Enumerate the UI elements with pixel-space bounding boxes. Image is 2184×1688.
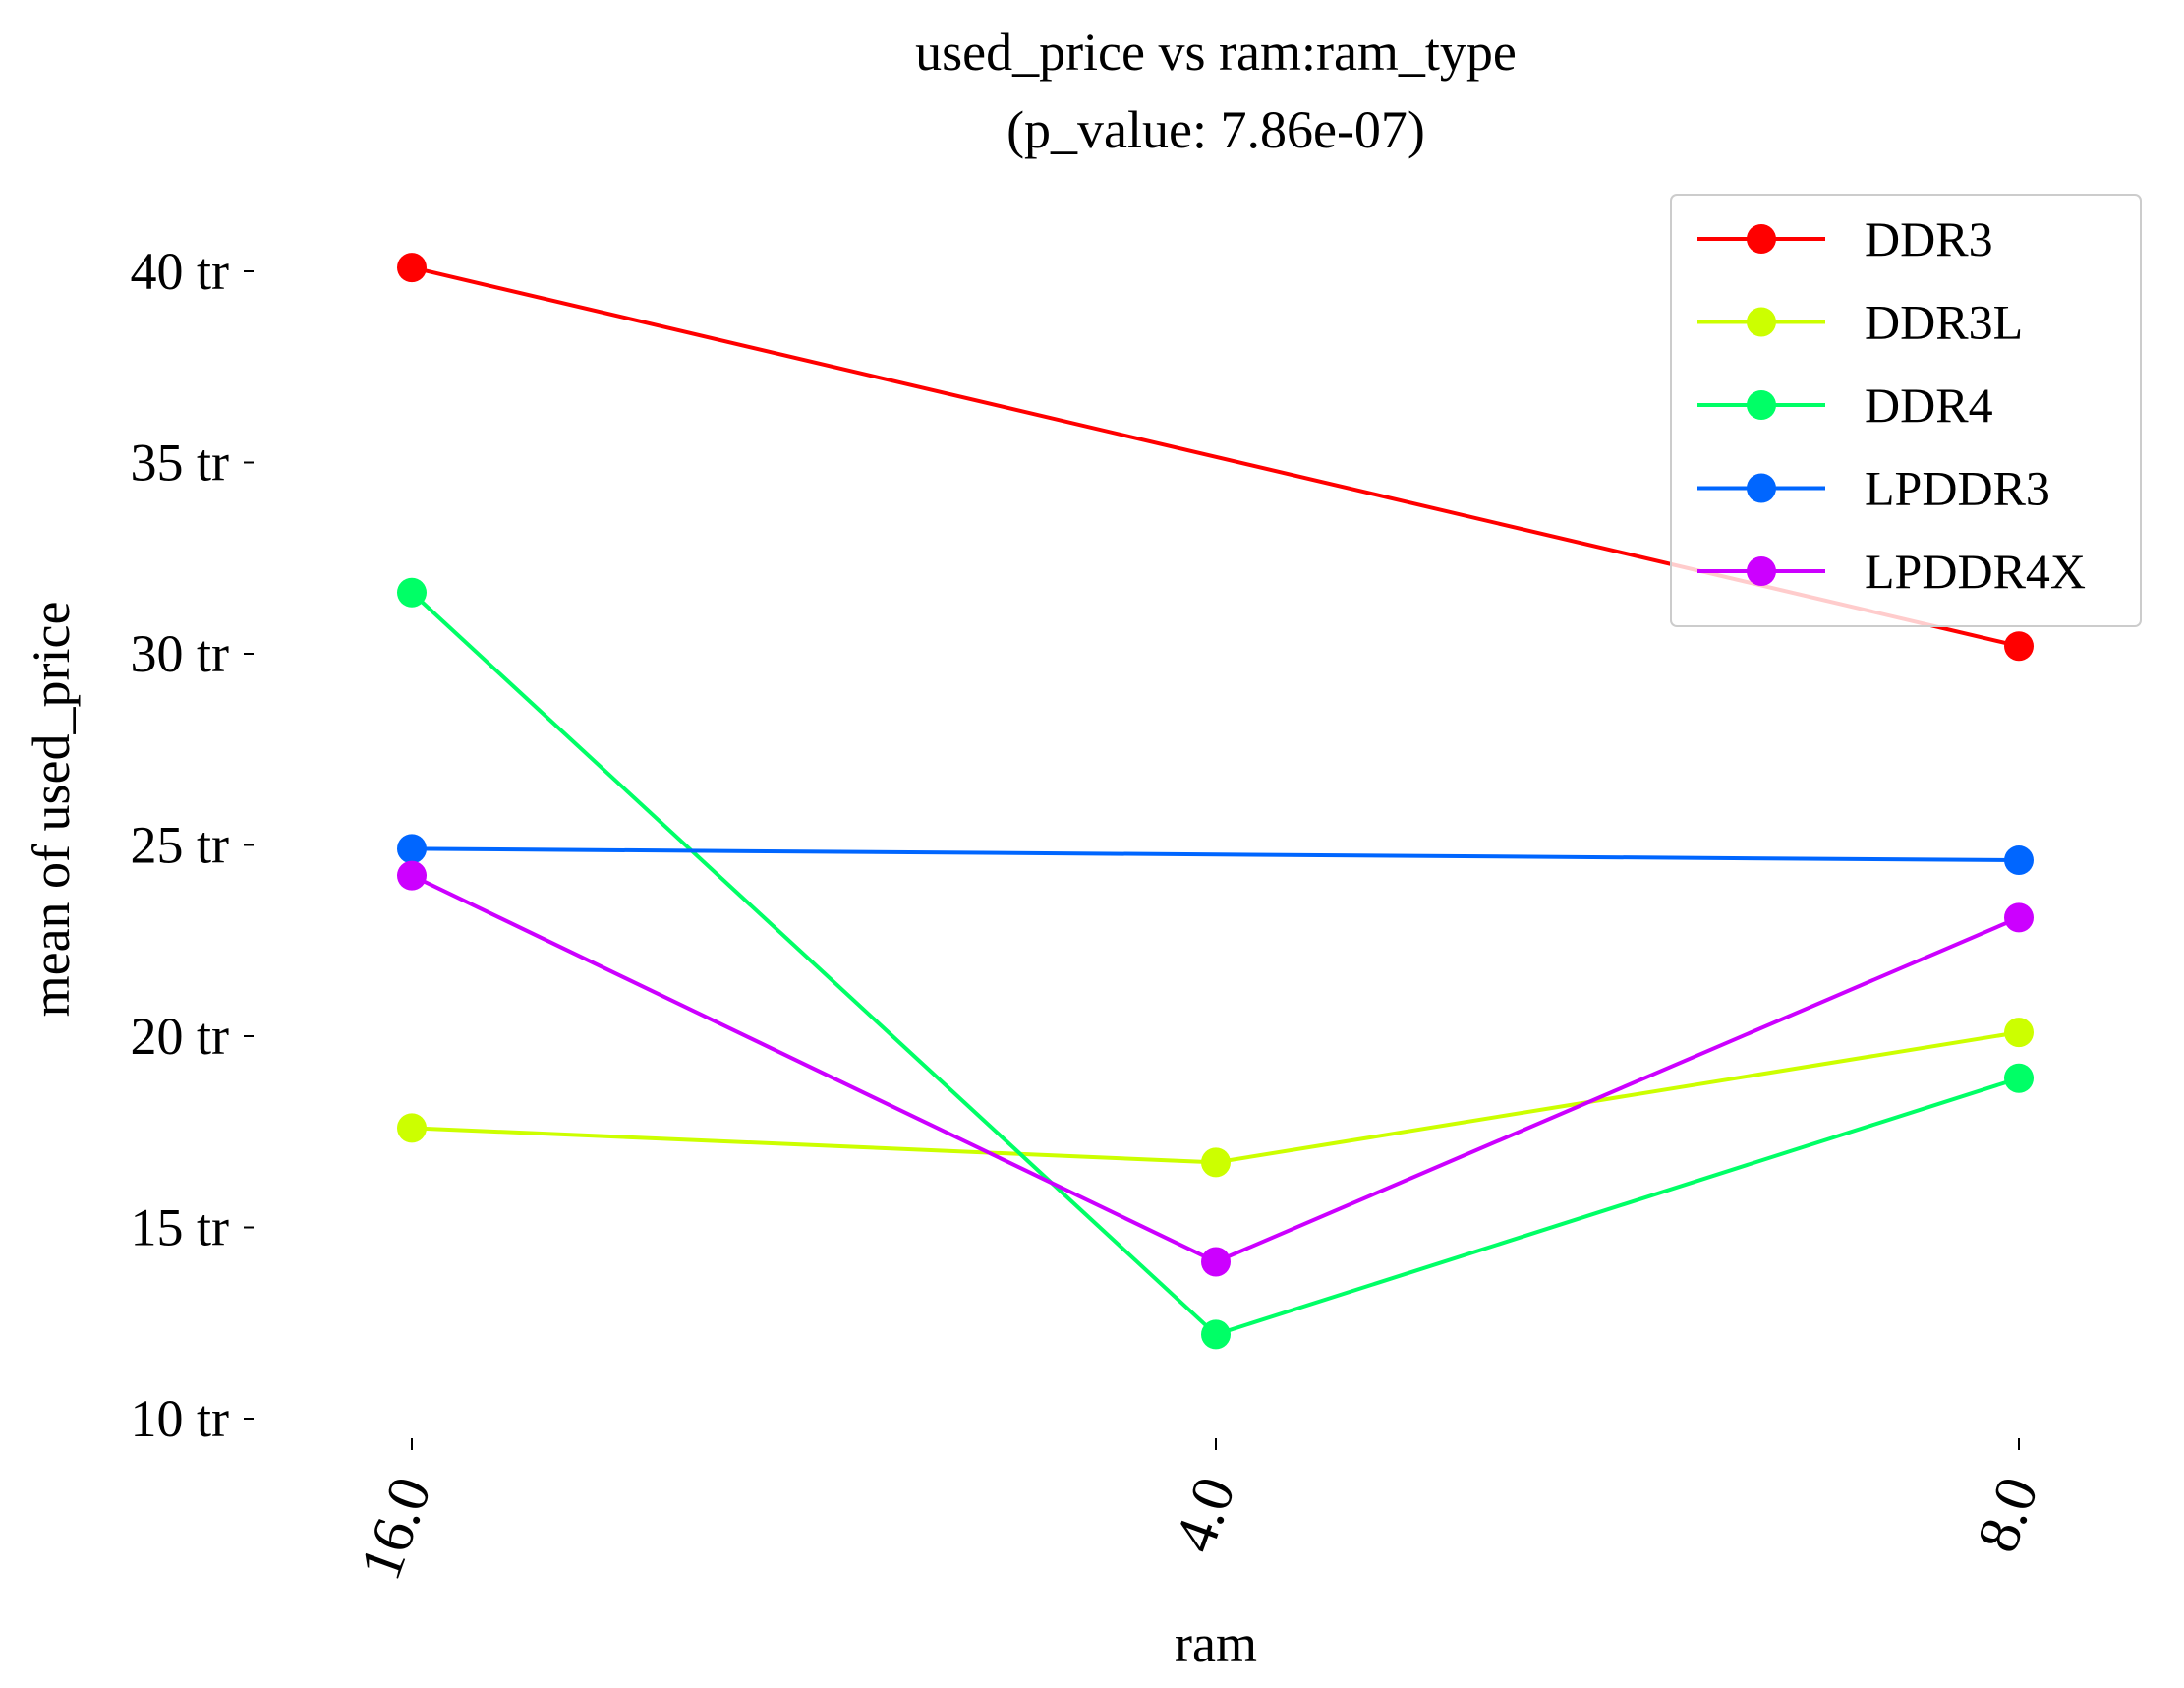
series-line	[411, 873, 2020, 1264]
data-point	[397, 253, 427, 283]
data-point	[2004, 845, 2034, 876]
y-tick-label: 30 tr	[131, 624, 230, 683]
y-tick-label: 20 tr	[131, 1007, 230, 1066]
chart-subtitle: (p_value: 7.86e-07)	[1006, 100, 1425, 159]
plot-area	[397, 253, 2034, 1350]
legend: DDR3 DDR3L DDR4 LPDDR3 LPDDR4X	[1670, 194, 2142, 627]
legend-item: DDR3	[1697, 211, 1993, 266]
series-ddr4	[397, 577, 2034, 1350]
legend-items: DDR3 DDR3L DDR4 LPDDR3 LPDDR4X	[1697, 211, 2086, 599]
y-axis-label: mean of used_price	[22, 602, 81, 1018]
legend-item: DDR4	[1697, 378, 1993, 433]
data-point	[2004, 902, 2034, 933]
data-point	[2004, 631, 2034, 662]
legend-label: DDR3L	[1865, 295, 2023, 350]
data-point	[1201, 1147, 1231, 1178]
data-point	[397, 577, 427, 608]
y-tick-label: 35 tr	[131, 434, 230, 493]
data-point	[397, 1113, 427, 1143]
data-point	[397, 834, 427, 864]
series-ddr3l	[397, 1018, 2034, 1178]
x-axis-label: ram	[1175, 1614, 1257, 1673]
data-point	[2004, 1018, 2034, 1048]
x-axis: 16.0 4.0 8.0	[347, 1438, 2050, 1588]
legend-swatch-marker	[1747, 224, 1776, 254]
y-tick-label: 10 tr	[131, 1389, 230, 1448]
data-point	[397, 860, 427, 891]
x-tick-label: 8.0	[1965, 1469, 2051, 1560]
legend-label: LPDDR4X	[1865, 544, 2086, 599]
data-point	[1201, 1319, 1231, 1350]
legend-item: DDR3L	[1697, 295, 2023, 350]
x-tick-label: 4.0	[1162, 1469, 1248, 1560]
y-tick-label: 15 tr	[131, 1198, 230, 1257]
data-point	[2004, 1063, 2034, 1093]
series-line	[411, 846, 2020, 863]
y-tick-label: 40 tr	[131, 242, 230, 301]
legend-swatch-marker	[1747, 473, 1776, 503]
legend-swatch-marker	[1747, 556, 1776, 586]
legend-label: DDR4	[1865, 378, 1993, 433]
chart-title: used_price vs ram:ram_type	[915, 23, 1517, 82]
legend-frame	[1670, 194, 2142, 627]
series-line	[410, 591, 2020, 1337]
legend-label: DDR3	[1865, 211, 1993, 266]
series-line	[411, 1030, 2020, 1165]
legend-item: LPDDR4X	[1697, 544, 2086, 599]
legend-item: LPDDR3	[1697, 461, 2050, 516]
y-tick-label: 25 tr	[131, 816, 230, 875]
series-lpddr3	[397, 834, 2034, 876]
legend-label: LPDDR3	[1865, 461, 2050, 516]
series-lpddr4x	[397, 860, 2034, 1277]
legend-swatch-marker	[1747, 307, 1776, 337]
x-tick-label: 16.0	[347, 1469, 443, 1588]
data-point	[1201, 1247, 1231, 1277]
legend-swatch-marker	[1747, 390, 1776, 420]
y-axis: 10 tr 15 tr 20 tr 25 tr 30 tr 35 tr 40 tr	[131, 242, 254, 1448]
